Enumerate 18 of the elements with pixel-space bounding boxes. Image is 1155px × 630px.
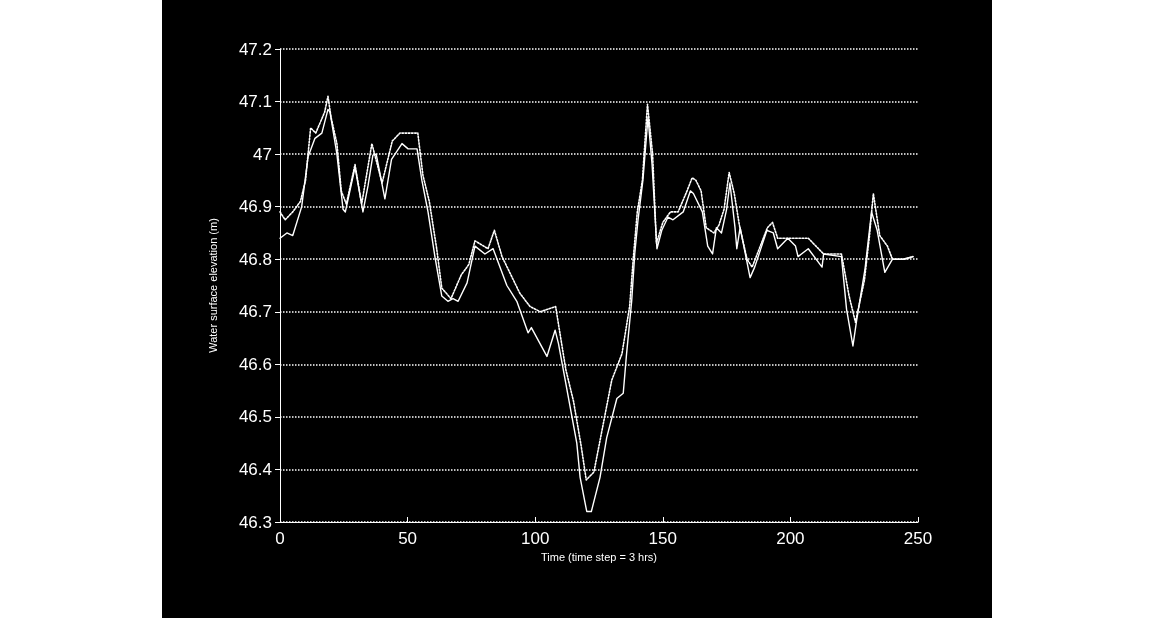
- x-tick-label: 100: [521, 529, 550, 548]
- y-tick-label: 47: [253, 144, 272, 164]
- y-tick-label: 46.4: [238, 459, 272, 479]
- y-tick-label: 46.3: [238, 512, 272, 532]
- y-tick-label: 46.9: [238, 197, 272, 217]
- x-tick-label: 50: [398, 529, 418, 548]
- x-tick-label: 150: [648, 529, 677, 548]
- y-tick-label: 47.1: [238, 92, 272, 112]
- x-axis-title: Time (time step = 3 hrs): [540, 551, 658, 564]
- x-tick-label: 200: [776, 529, 805, 548]
- y-tick-label: 46.8: [238, 249, 272, 269]
- y-axis-title: Water surface elevation (m): [206, 218, 219, 353]
- y-tick-label: 46.5: [238, 407, 272, 427]
- x-tick-label: 250: [903, 529, 933, 548]
- x-tick-label: 0: [275, 529, 285, 548]
- y-tick-label: 46.6: [238, 354, 272, 374]
- y-tick-label: 47.2: [238, 39, 272, 59]
- y-tick-label: 46.7: [238, 302, 272, 322]
